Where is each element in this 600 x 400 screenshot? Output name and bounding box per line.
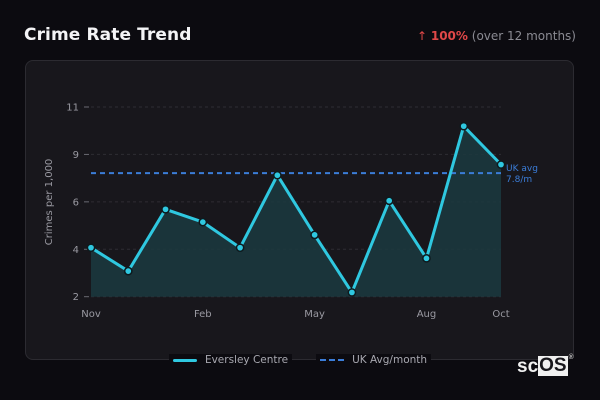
dashed-line-swatch-icon <box>320 359 345 361</box>
y-tick-label: 11 <box>66 103 79 114</box>
trend-period: (over 12 months) <box>471 29 576 43</box>
data-point[interactable] <box>235 243 245 253</box>
x-axis-ticks: Nov Feb May Aug Oct <box>81 309 509 320</box>
y-axis-label: Crimes per 1,000 <box>44 159 55 246</box>
legend-item-uk-avg[interactable]: UK Avg/month <box>316 354 432 366</box>
data-points <box>86 121 506 297</box>
data-point[interactable] <box>347 288 357 297</box>
y-tick-label: 6 <box>73 197 79 208</box>
data-point[interactable] <box>422 253 431 263</box>
y-tick-label: 9 <box>73 150 79 161</box>
data-point[interactable] <box>459 121 469 131</box>
y-tick-label: 2 <box>73 292 79 303</box>
x-tick-label: Oct <box>492 309 509 320</box>
registered-mark-icon: ® <box>568 354 574 361</box>
data-point[interactable] <box>198 217 208 227</box>
trend-percentage: 100% <box>430 29 468 43</box>
brand-logo: sc OS ® <box>517 354 574 378</box>
legend-label: UK Avg/month <box>352 354 428 366</box>
x-tick-label: Feb <box>194 309 212 320</box>
data-point[interactable] <box>161 204 170 214</box>
data-point[interactable] <box>310 230 319 240</box>
x-tick-label: Aug <box>417 309 437 320</box>
page-title: Crime Rate Trend <box>24 25 192 45</box>
y-axis-ticks: 2 4 6 9 11 <box>66 103 89 303</box>
x-tick-label: Nov <box>81 309 101 320</box>
legend-item-eversley-centre[interactable]: Eversley Centre <box>168 354 293 366</box>
data-point[interactable] <box>384 196 394 206</box>
data-point[interactable] <box>496 160 506 169</box>
x-tick-label: May <box>304 309 325 320</box>
brand-highlight: OS <box>538 355 568 376</box>
series-area-fill <box>91 126 501 297</box>
uk-avg-annotation-value: 7.8/m <box>506 175 532 185</box>
legend-label: Eversley Centre <box>204 354 289 366</box>
trend-summary: ↑ 100% (over 12 months) <box>417 29 576 43</box>
data-point[interactable] <box>273 170 282 180</box>
chart-legend: Eversley Centre UK Avg/month <box>0 354 600 366</box>
uk-avg-annotation: UK avg <box>506 164 538 174</box>
data-point[interactable] <box>86 243 96 253</box>
solid-line-swatch-icon <box>172 358 197 362</box>
trend-up-arrow-icon: ↑ <box>416 29 428 43</box>
data-point[interactable] <box>123 266 133 276</box>
brand-prefix: sc <box>517 356 539 377</box>
y-tick-label: 4 <box>73 245 79 256</box>
series-line <box>90 124 503 294</box>
